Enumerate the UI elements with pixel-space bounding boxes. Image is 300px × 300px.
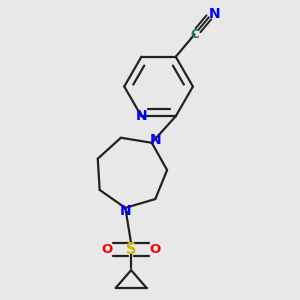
- Text: S: S: [126, 242, 136, 257]
- Text: O: O: [149, 243, 161, 256]
- Text: N: N: [150, 133, 162, 147]
- Text: O: O: [101, 243, 113, 256]
- Text: N: N: [136, 109, 147, 123]
- Text: C: C: [190, 28, 199, 41]
- Text: N: N: [209, 7, 221, 21]
- Text: N: N: [119, 204, 131, 218]
